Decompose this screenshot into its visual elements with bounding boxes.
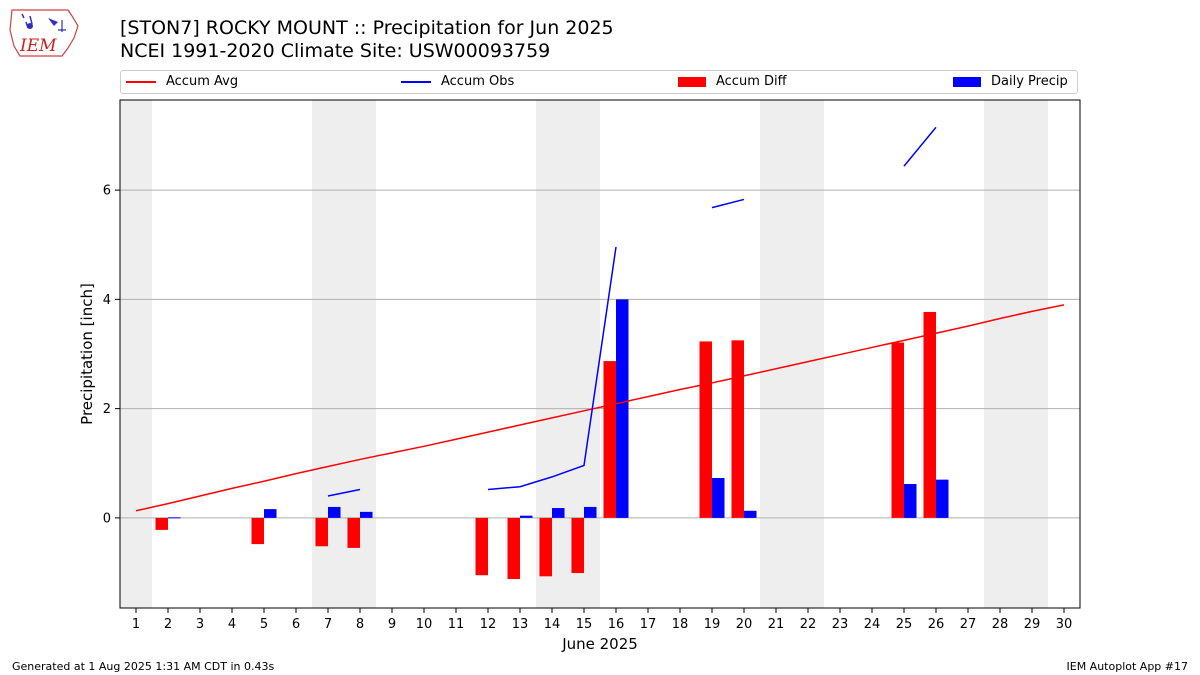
x-tick-label-29: 29 (1024, 617, 1041, 632)
weekend-shading (120, 100, 1048, 608)
footer-generated: Generated at 1 Aug 2025 1:31 AM CDT in 0… (12, 660, 275, 673)
legend-swatch-daily-precip (953, 76, 981, 87)
y-tick-label-0: 0 (103, 511, 111, 526)
weekend-band-0 (120, 100, 152, 608)
y-tick-label-6: 6 (103, 184, 111, 199)
weekend-band-3 (760, 100, 824, 608)
legend-swatch-accum-avg (126, 80, 156, 83)
legend-swatch-accum-obs (401, 80, 431, 83)
legend-item-accum-obs: Accum Obs (401, 74, 514, 89)
bar-accum-diff-day-2 (155, 517, 168, 530)
x-tick-label-23: 23 (832, 617, 849, 632)
bar-daily-precip-day-25 (904, 484, 917, 518)
line-accum-obs-segment-1 (487, 246, 617, 491)
x-tick-label-14: 14 (544, 617, 561, 632)
bar-accum-diff-day-20 (731, 340, 744, 518)
bar-daily-precip-day-5 (264, 509, 277, 518)
bar-accum-diff-day-25 (891, 342, 904, 518)
weekend-band-4 (984, 100, 1048, 608)
bar-daily-precip-day-13 (520, 515, 533, 518)
x-tick-label-7: 7 (324, 617, 332, 632)
footer-app: IEM Autoplot App #17 (1066, 660, 1189, 673)
axes: 1 2 3 4 5 6 7 8 9 10 11 12 13 14 15 16 17 18 19 20 21 22 23 24 2… (103, 184, 1073, 632)
x-tick-label-25: 25 (896, 617, 913, 632)
x-tick-label-3: 3 (196, 617, 204, 632)
legend-label-accum-avg: Accum Avg (166, 74, 239, 89)
bar-daily-precip-day-8 (360, 511, 373, 518)
x-tick-label-16: 16 (608, 617, 625, 632)
bar-daily-precip-day-14 (552, 508, 565, 518)
x-tick-label-15: 15 (576, 617, 593, 632)
legend-swatch-accum-diff (678, 76, 706, 87)
bar-daily-precip-day-7 (328, 506, 341, 518)
y-tick-label-2: 2 (103, 402, 111, 417)
line-accum-obs-segment-0 (327, 488, 361, 497)
logo-text: IEM (19, 36, 57, 56)
x-tick-label-19: 19 (704, 617, 721, 632)
x-tick-label-4: 4 (228, 617, 236, 632)
bar-accum-diff-day-7 (315, 517, 328, 547)
plot-frame (119, 99, 1081, 609)
x-tick-label-12: 12 (480, 617, 497, 632)
x-tick-label-24: 24 (864, 617, 881, 632)
gridlines (120, 189, 1080, 519)
x-tick-label-10: 10 (416, 617, 433, 632)
x-tick-label-13: 13 (512, 617, 529, 632)
x-tick-label-17: 17 (640, 617, 657, 632)
x-tick-label-22: 22 (800, 617, 817, 632)
y-axis-label: Precipitation [inch] (78, 283, 96, 425)
bar-daily-precip-day-26 (936, 479, 949, 518)
bar-accum-diff-day-26 (923, 311, 936, 518)
bar-daily-precip-day-2 (168, 517, 181, 519)
x-tick-label-8: 8 (356, 617, 364, 632)
bar-accum-diff-day-14 (539, 517, 552, 577)
x-tick-label-30: 30 (1056, 617, 1073, 632)
bar-accum-diff-day-12 (475, 517, 488, 576)
bar-accum-diff-day-13 (507, 517, 520, 580)
chart-subtitle: NCEI 1991-2020 Climate Site: USW00093759 (120, 40, 551, 62)
x-tick-label-26: 26 (928, 617, 945, 632)
x-tick-label-20: 20 (736, 617, 753, 632)
x-axis-label: June 2025 (561, 635, 638, 653)
legend-item-accum-avg: Accum Avg (126, 74, 238, 89)
legend-label-accum-obs: Accum Obs (441, 74, 515, 89)
iem-logo: IEM (9, 9, 79, 57)
x-tick-label-9: 9 (388, 617, 396, 632)
bar-daily-precip-day-19 (712, 477, 725, 518)
legend-item-accum-diff: Accum Diff (678, 74, 787, 89)
bar-accum-diff-day-16 (603, 361, 616, 518)
x-tick-label-6: 6 (292, 617, 300, 632)
y-tick-label-4: 4 (103, 293, 111, 308)
bar-daily-precip-day-15 (584, 506, 597, 518)
bar-accum-diff-day-8 (347, 517, 360, 548)
line-accum-obs-segment-2 (711, 198, 745, 209)
legend: Accum Avg Accum Obs Accum Diff Daily Pre… (120, 70, 1078, 94)
x-tick-label-27: 27 (960, 617, 977, 632)
chart-title: [STON7] ROCKY MOUNT :: Precipitation for… (120, 17, 614, 39)
bar-daily-precip-day-20 (744, 510, 757, 518)
bar-accum-diff-day-5 (251, 517, 264, 545)
legend-item-daily-precip: Daily Precip (953, 74, 1068, 89)
x-tick-label-1: 1 (132, 617, 140, 632)
bar-daily-precip-day-16 (616, 299, 629, 518)
lines (135, 126, 1065, 512)
x-tick-label-11: 11 (448, 617, 465, 632)
x-tick-label-21: 21 (768, 617, 785, 632)
bar-accum-diff-day-19 (699, 341, 712, 518)
x-tick-label-2: 2 (164, 617, 172, 632)
legend-label-daily-precip: Daily Precip (991, 74, 1068, 89)
bar-accum-diff-day-15 (571, 517, 584, 574)
x-tick-label-18: 18 (672, 617, 689, 632)
line-accum-avg (135, 304, 1065, 512)
line-accum-obs-segment-3 (903, 126, 937, 167)
bars (155, 299, 949, 580)
x-tick-label-28: 28 (992, 617, 1009, 632)
x-tick-label-5: 5 (260, 617, 268, 632)
legend-label-accum-diff: Accum Diff (716, 74, 787, 89)
